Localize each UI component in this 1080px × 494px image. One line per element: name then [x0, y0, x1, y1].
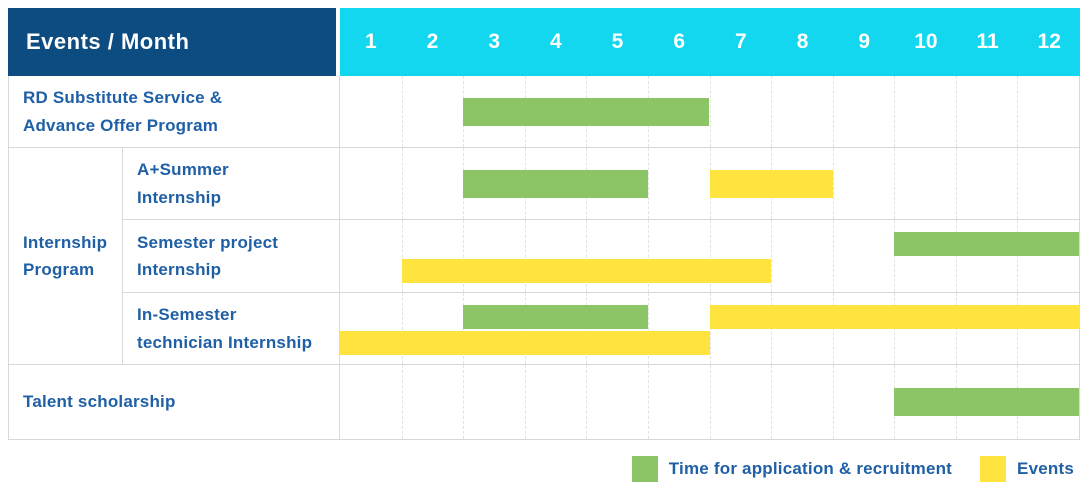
legend-label-recruitment: Time for application & recruitment [668, 459, 953, 478]
month-gridline [955, 148, 957, 219]
month-gridline [832, 148, 834, 219]
month-header-7: 7 [735, 30, 747, 53]
month-header-11: 11 [976, 30, 999, 53]
month-gridline [1017, 220, 1019, 292]
month-header-9: 9 [858, 30, 871, 53]
header-events-month: Events / Month [8, 8, 340, 76]
gantt-bar-recruitment [463, 305, 648, 329]
month-gridline [1017, 76, 1019, 147]
month-gridline [709, 76, 711, 147]
month-header-5: 5 [611, 30, 624, 53]
month-gridline [832, 220, 834, 292]
gantt-row-rd-substitute-service [340, 76, 1080, 148]
month-header-8: 8 [796, 30, 809, 53]
month-gridline [463, 365, 465, 439]
header-month-numbers: 1 2 3 4 5 6 7 8 9 10 11 12 [340, 8, 1080, 76]
row-label-rd-substitute-service: RD Substitute Service & Advance Offer Pr… [8, 76, 340, 148]
month-gridline [401, 365, 403, 439]
month-header-1: 1 [364, 30, 377, 53]
gantt-bar-recruitment [463, 169, 648, 198]
month-gridline [955, 220, 957, 292]
row-label-a-plus-summer-internship: A+Summer Internship [123, 148, 340, 220]
row-label-talent-scholarship: Talent scholarship [8, 365, 340, 440]
month-gridline [955, 76, 957, 147]
gantt-bar-events [709, 169, 833, 198]
row-label-in-semester-technician-internship: In-Semester technician Internship [123, 293, 340, 365]
row-label-semester-project-internship: Semester project Internship [123, 220, 340, 293]
gantt-row-in-semester-technician-internship [340, 293, 1080, 365]
month-gridline [771, 365, 773, 439]
month-gridline [401, 76, 403, 147]
gantt-table: Events / Month 1 2 3 4 5 6 7 8 9 10 11 12 RD Substi… [8, 8, 1080, 440]
month-gridline [1017, 148, 1019, 219]
month-gridline [894, 76, 896, 147]
month-gridline [894, 220, 896, 292]
gantt-bar-events [709, 305, 1079, 329]
gantt-bar-events [340, 331, 710, 355]
legend-label-events: Events [1017, 459, 1074, 478]
month-gridline [894, 148, 896, 219]
legend-swatch-events-icon [980, 456, 1007, 482]
month-header-2: 2 [426, 30, 439, 53]
month-header-4: 4 [550, 30, 562, 53]
month-gridline [771, 76, 773, 147]
month-header-3: 3 [488, 30, 501, 53]
gantt-bar-recruitment [894, 388, 1079, 416]
gantt-row-semester-project-internship [340, 220, 1080, 293]
month-gridline [647, 148, 649, 219]
month-gridline [401, 148, 403, 219]
gantt-row-a-plus-summer-internship [340, 148, 1080, 220]
month-gridline [771, 220, 773, 292]
month-header-12: 12 [1037, 30, 1061, 53]
gantt-bar-recruitment [894, 232, 1079, 256]
legend-swatch-recruitment-icon [631, 456, 658, 482]
month-header-6: 6 [673, 30, 686, 53]
header-title: Events / Month [26, 29, 190, 54]
legend: Time for application & recruitment Event… [631, 456, 1074, 482]
month-gridline [586, 365, 588, 439]
month-gridline [832, 76, 834, 147]
gantt-bar-events [401, 259, 772, 283]
month-header-10: 10 [914, 30, 938, 53]
gantt-bar-recruitment [463, 97, 710, 126]
month-gridline [832, 365, 834, 439]
month-gridline [709, 365, 711, 439]
group-label-internship-program: Internship Program [8, 148, 123, 365]
month-gridline [647, 365, 649, 439]
gantt-row-talent-scholarship [340, 365, 1080, 440]
month-gridline [524, 365, 526, 439]
